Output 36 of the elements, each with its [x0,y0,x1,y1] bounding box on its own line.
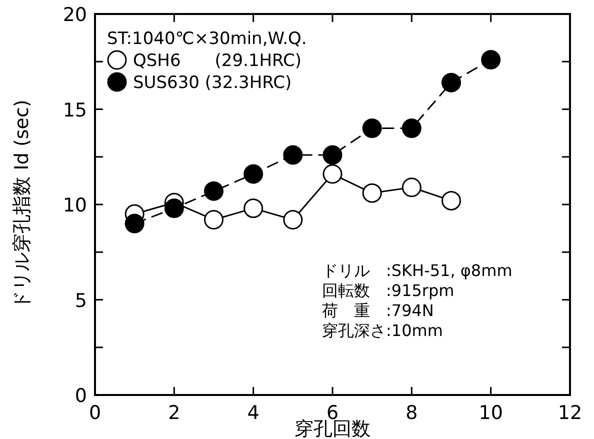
point [362,183,382,203]
y-tick-label: 15 [62,99,87,122]
y-tick-label: 5 [74,290,87,312]
x-tick-label: 2 [168,402,180,424]
x-tick-label: 8 [406,402,418,424]
x-tick-label: 0 [88,402,102,424]
point [204,181,224,201]
x-tick-label: 12 [558,402,582,424]
annotation: 穿孔深さ:10mm [322,321,443,340]
annotation: 荷 重 :794N [322,301,434,320]
legend-label: SUS630 (32.3HRC) [133,73,292,93]
point [442,72,461,92]
point [402,118,422,138]
x-tick-label: 4 [247,402,260,424]
point [481,50,501,70]
x-tick-label: 10 [478,402,503,424]
point [442,190,461,210]
y-axis-title: ドリル穿孔指数 Id (sec) [11,100,33,310]
point [204,210,224,230]
point [322,145,342,165]
point [124,214,144,234]
legend-label: QSH6 (29.1HRC) [133,51,302,71]
point [322,164,342,184]
point [164,198,184,218]
annotation: 回転数 :915rpm [322,281,454,300]
y-tick-label: 20 [62,4,87,26]
point [362,118,382,138]
annotation: ドリル :SKH-51, φ8mm [322,261,512,280]
y-tick-label: 0 [74,385,87,407]
legend-title: ST:1040℃×30min,W.Q. [107,29,307,49]
point [283,145,303,165]
point [244,198,264,218]
point [283,210,303,230]
point [244,164,264,184]
point [402,178,422,198]
y-tick-label: 10 [62,194,87,216]
